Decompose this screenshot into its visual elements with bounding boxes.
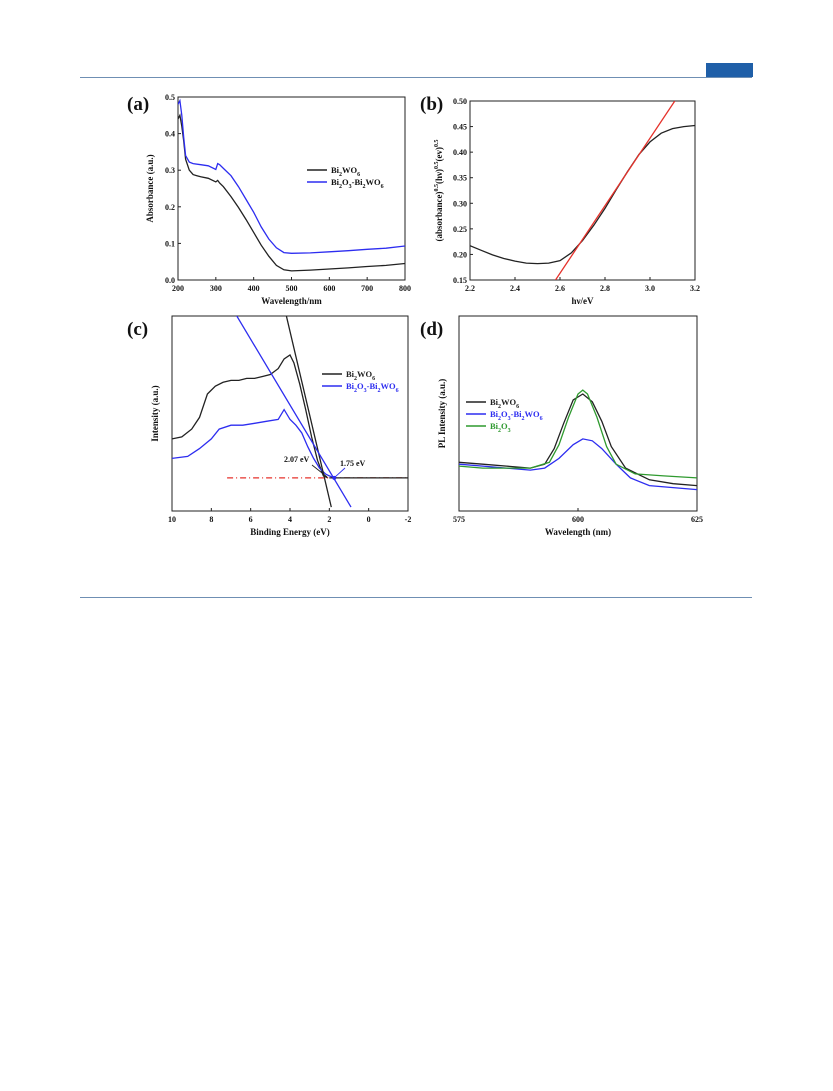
legend-entry: Bi2O3-Bi2WO6 bbox=[490, 409, 543, 422]
panel-letter: (c) bbox=[127, 319, 148, 340]
series-line-bi2o3 bbox=[459, 389, 697, 479]
x-tick-label: 700 bbox=[361, 284, 373, 293]
y-axis-label: Absorbance (a.u.) bbox=[145, 154, 155, 222]
y-axis-label: Intensity (a.u.) bbox=[150, 385, 160, 441]
series-line-bi2o3-bi2wo6 bbox=[459, 438, 697, 491]
x-axis-label: Binding Energy (eV) bbox=[250, 527, 330, 537]
annotation-2-07-ev: 2.07 eV bbox=[284, 455, 310, 464]
series-line-bi2wo6 bbox=[172, 354, 329, 479]
y-tick-label: 0.20 bbox=[453, 250, 467, 259]
x-tick-label: 400 bbox=[248, 284, 260, 293]
x-tick-label: 500 bbox=[286, 284, 298, 293]
y-tick-label: 0.3 bbox=[165, 166, 175, 175]
x-axis-label: Wavelength (nm) bbox=[545, 527, 611, 537]
panel-letter: (d) bbox=[420, 319, 443, 340]
y-tick-label: 0.35 bbox=[453, 174, 467, 183]
legend-entry: Bi2O3-Bi2WO6 bbox=[346, 381, 399, 394]
plot-frame bbox=[171, 315, 409, 512]
x-tick-label: 800 bbox=[399, 284, 411, 293]
x-tick-label: -2 bbox=[405, 515, 412, 524]
x-tick-label: 10 bbox=[168, 515, 176, 524]
x-tick-label: 600 bbox=[572, 515, 584, 524]
x-tick-label: 3.0 bbox=[645, 284, 655, 293]
y-tick-label: 0.30 bbox=[453, 199, 467, 208]
x-tick-label: 2.8 bbox=[600, 284, 610, 293]
page-badge bbox=[706, 63, 753, 77]
series-line-bi2o3-bi2wo6-tangent bbox=[236, 316, 352, 508]
panel-letter: (a) bbox=[127, 94, 149, 115]
series-line-tangent bbox=[554, 101, 676, 280]
y-tick-label: 0.4 bbox=[165, 130, 175, 139]
legend-entry: Bi2WO6 bbox=[490, 397, 519, 410]
legend-entry: Bi2WO6 bbox=[346, 369, 375, 382]
y-tick-label: 0.5 bbox=[165, 93, 175, 102]
x-tick-label: 8 bbox=[209, 515, 213, 524]
x-tick-label: 6 bbox=[249, 515, 253, 524]
y-axis-label: PL Intensity (a.u.) bbox=[437, 379, 447, 449]
chart-panel-c: (c) 10 8 6 4 2 0 -2 Binding Energy (eV) Intensity… bbox=[127, 315, 412, 537]
series-line-bi2o3-bi2wo6 bbox=[172, 408, 335, 479]
x-tick-label: 2.2 bbox=[465, 284, 475, 293]
header-rule bbox=[80, 77, 752, 78]
x-axis-label: Wavelength/nm bbox=[261, 296, 322, 306]
y-tick-label: 0.2 bbox=[165, 203, 175, 212]
legend-entry: Bi2O3-Bi2WO6 bbox=[331, 177, 384, 190]
annotation-1-75-ev: 1.75 eV bbox=[340, 459, 366, 468]
y-tick-label: 0.0 bbox=[165, 276, 175, 285]
series-line-bi2o3-bi2wo6 bbox=[178, 98, 405, 254]
annotation-arrow bbox=[311, 464, 328, 478]
y-tick-label: 0.15 bbox=[453, 276, 467, 285]
y-tick-label: 0.50 bbox=[453, 97, 467, 106]
panel-letter: (b) bbox=[420, 94, 443, 115]
x-axis-label: hν/eV bbox=[571, 296, 594, 306]
legend-entry: Bi2O3 bbox=[490, 421, 511, 434]
plot-frame bbox=[177, 96, 406, 281]
chart-panel-a: (a) 200 300 400 500 600 700 800 0.0 0.1 0.2 0.3 0.4 0… bbox=[127, 93, 411, 306]
plot-frame bbox=[469, 100, 696, 281]
y-tick-label: 0.40 bbox=[453, 148, 467, 157]
y-tick-label: 0.1 bbox=[165, 239, 175, 248]
series-line-curve bbox=[470, 124, 695, 265]
annotation-arrow bbox=[334, 467, 346, 478]
figure-bottom-rule bbox=[80, 597, 752, 598]
x-tick-label: 200 bbox=[172, 284, 184, 293]
x-tick-label: 4 bbox=[288, 515, 292, 524]
x-tick-label: 2.4 bbox=[510, 284, 520, 293]
x-tick-label: 575 bbox=[453, 515, 465, 524]
x-tick-label: 2.6 bbox=[555, 284, 565, 293]
chart-panel-d: (d) 575 600 625 Wavelength (nm) PL Intensity … bbox=[420, 315, 703, 537]
series-line-bi2wo6 bbox=[459, 393, 697, 487]
intersection-point bbox=[332, 475, 337, 480]
series-line-bi2wo6 bbox=[178, 113, 405, 272]
x-tick-label: 600 bbox=[323, 284, 335, 293]
x-tick-label: 300 bbox=[210, 284, 222, 293]
legend-entry: Bi2WO6 bbox=[331, 165, 360, 178]
x-tick-label: 3.2 bbox=[690, 284, 700, 293]
chart-panel-b: (b) 2.2 2.4 2.6 2.8 3.0 3.2 0.15 0.20 0.25 0.30 0.3… bbox=[420, 94, 700, 306]
x-tick-label: 625 bbox=[691, 515, 703, 524]
y-tick-label: 0.45 bbox=[453, 123, 467, 132]
x-tick-label: 0 bbox=[367, 515, 371, 524]
y-axis-label: (absorbance)0.5(hν)0.5(ev)0.5 bbox=[434, 139, 444, 241]
y-tick-label: 0.25 bbox=[453, 225, 467, 234]
x-tick-label: 2 bbox=[327, 515, 331, 524]
